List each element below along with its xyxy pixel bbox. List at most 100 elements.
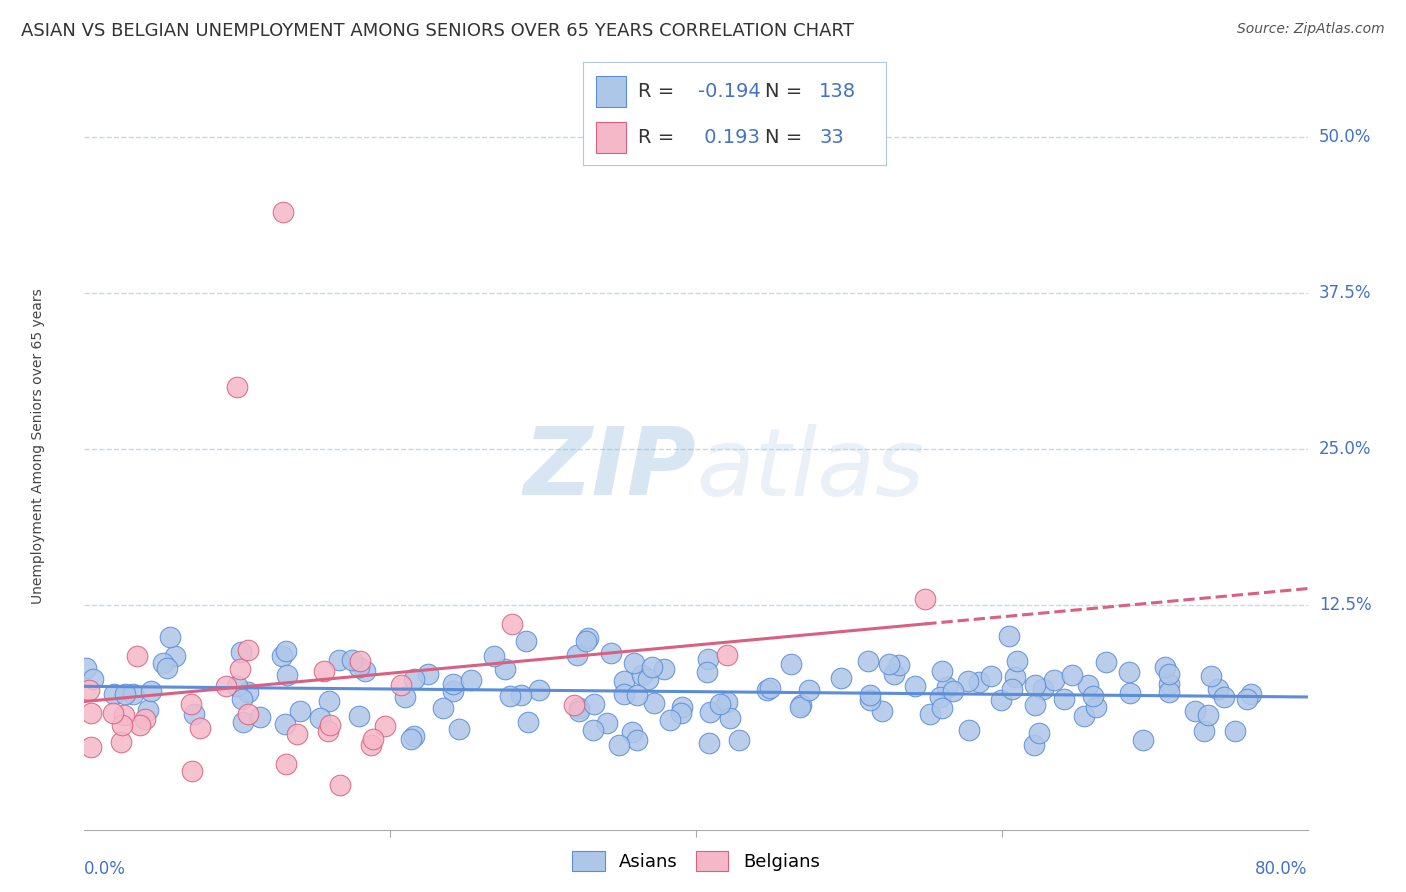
Point: [1194, 724, 1216, 739]
Point: [859, 688, 882, 702]
Point: [1201, 669, 1223, 683]
Point: [374, 719, 396, 733]
Point: [1073, 709, 1095, 723]
Point: [1154, 660, 1177, 674]
Point: [652, 662, 675, 676]
Point: [1032, 682, 1054, 697]
Point: [980, 669, 1002, 683]
Point: [1212, 690, 1234, 705]
Point: [1206, 681, 1229, 696]
Point: [716, 695, 738, 709]
Point: [942, 684, 965, 698]
Point: [799, 683, 821, 698]
Point: [613, 687, 636, 701]
Point: [180, 698, 202, 712]
Point: [1184, 705, 1206, 719]
Point: [101, 706, 124, 721]
Point: [285, 727, 308, 741]
Point: [1157, 685, 1180, 699]
Point: [316, 723, 339, 738]
Point: [904, 680, 927, 694]
Point: [1236, 691, 1258, 706]
Point: [1028, 725, 1050, 739]
Point: [288, 704, 311, 718]
Point: [460, 673, 482, 687]
Point: [271, 205, 294, 219]
Text: Source: ZipAtlas.com: Source: ZipAtlas.com: [1237, 22, 1385, 37]
Point: [641, 660, 664, 674]
Point: [789, 698, 811, 712]
Point: [319, 718, 342, 732]
Point: [623, 657, 645, 671]
Text: ASIAN VS BELGIAN UNEMPLOYMENT AMONG SENIORS OVER 65 YEARS CORRELATION CHART: ASIAN VS BELGIAN UNEMPLOYMENT AMONG SENI…: [21, 22, 853, 40]
Text: ZIP: ZIP: [523, 423, 696, 515]
Point: [159, 630, 181, 644]
Point: [759, 681, 782, 695]
Point: [401, 731, 423, 746]
Point: [156, 661, 179, 675]
Point: [389, 678, 412, 692]
Point: [494, 662, 516, 676]
Point: [1132, 733, 1154, 747]
Point: [568, 704, 591, 718]
Point: [139, 683, 162, 698]
Point: [859, 693, 882, 707]
Point: [607, 738, 630, 752]
Point: [931, 701, 953, 715]
Point: [1077, 678, 1099, 692]
Point: [574, 633, 596, 648]
Point: [1119, 686, 1142, 700]
Point: [1024, 739, 1046, 753]
Point: [969, 675, 991, 690]
Point: [441, 683, 464, 698]
Point: [110, 735, 132, 749]
Point: [1240, 688, 1263, 702]
Point: [276, 667, 298, 681]
Point: [328, 653, 350, 667]
Point: [626, 688, 648, 702]
Text: 138: 138: [820, 82, 856, 101]
Point: [1081, 690, 1104, 704]
Point: [188, 721, 211, 735]
Point: [75, 660, 97, 674]
Point: [718, 711, 741, 725]
Point: [402, 729, 425, 743]
Text: 0.0%: 0.0%: [84, 860, 127, 878]
Point: [314, 664, 336, 678]
Text: 37.5%: 37.5%: [1319, 285, 1371, 302]
Point: [1024, 678, 1046, 692]
Point: [249, 709, 271, 723]
Bar: [596, 76, 626, 106]
Point: [997, 629, 1019, 643]
Text: 80.0%: 80.0%: [1256, 860, 1308, 878]
Point: [697, 736, 720, 750]
Point: [1004, 670, 1026, 684]
Text: N =: N =: [765, 82, 808, 101]
Point: [920, 707, 942, 722]
Point: [887, 658, 910, 673]
Point: [583, 698, 606, 712]
Point: [127, 648, 149, 663]
Point: [1007, 654, 1029, 668]
Point: [136, 703, 159, 717]
Point: [756, 682, 779, 697]
Point: [232, 714, 254, 729]
Point: [347, 659, 370, 673]
Point: [499, 689, 522, 703]
Text: R =: R =: [638, 128, 681, 147]
Point: [699, 705, 721, 719]
Point: [165, 648, 187, 663]
Point: [643, 696, 665, 710]
Point: [582, 723, 605, 737]
Point: [238, 707, 260, 722]
Text: N =: N =: [765, 128, 808, 147]
Point: [883, 667, 905, 681]
Point: [236, 685, 259, 699]
Text: Unemployment Among Seniors over 65 years: Unemployment Among Seniors over 65 years: [31, 288, 45, 604]
Point: [180, 764, 202, 778]
Point: [80, 740, 103, 755]
Point: [270, 648, 292, 663]
Point: [877, 657, 900, 671]
Point: [1085, 699, 1108, 714]
Point: [416, 666, 439, 681]
